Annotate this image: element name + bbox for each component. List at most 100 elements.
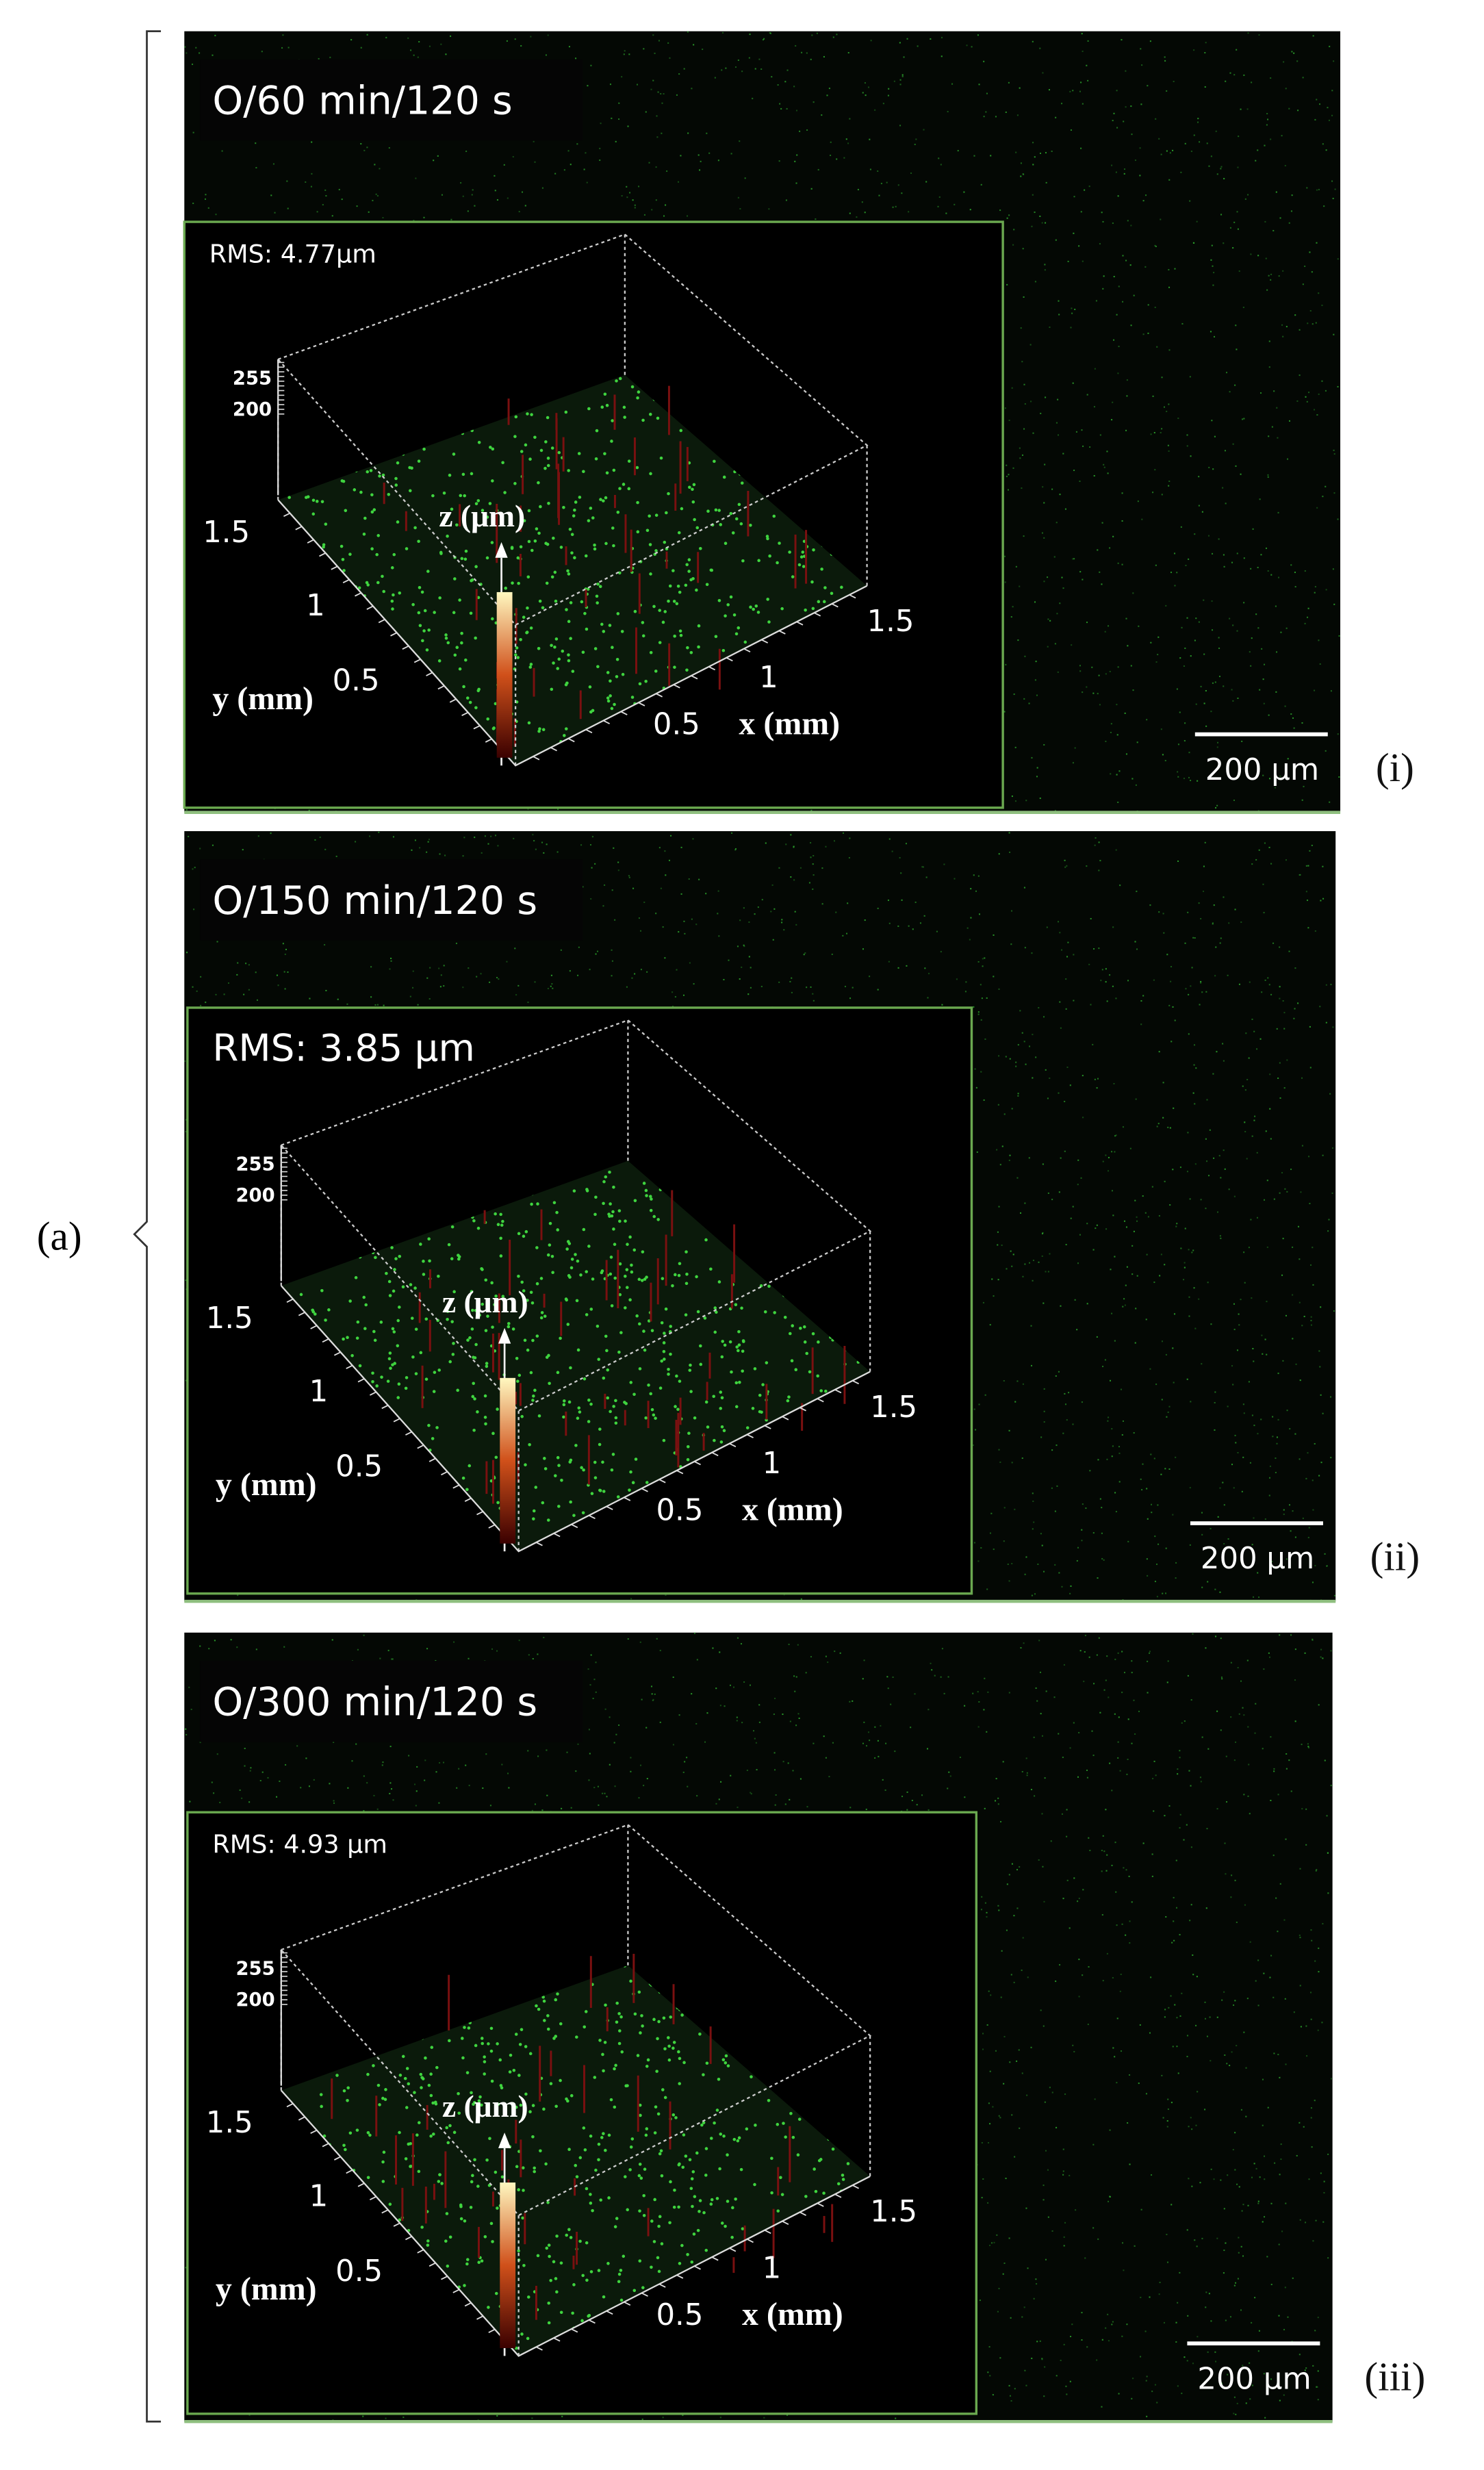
dot <box>1045 1069 1047 1071</box>
dot <box>849 212 851 214</box>
dot <box>1047 646 1049 648</box>
dot <box>1167 444 1169 446</box>
dot <box>1112 339 1115 341</box>
dot <box>1276 1436 1278 1438</box>
dot <box>973 1408 975 1410</box>
dot <box>1126 395 1128 397</box>
dot <box>1003 1507 1006 1509</box>
dot <box>1229 391 1231 393</box>
dot <box>1219 942 1221 944</box>
dot <box>1077 1184 1079 1186</box>
dot <box>455 523 459 527</box>
dot <box>1168 480 1170 483</box>
dot <box>1140 48 1142 50</box>
dot <box>1214 975 1216 977</box>
dot <box>320 500 324 504</box>
dot <box>1268 984 1270 986</box>
dot <box>418 624 422 628</box>
dot <box>717 890 719 892</box>
dot <box>1166 150 1168 152</box>
dot <box>651 209 653 211</box>
dot <box>1234 908 1236 911</box>
dot <box>192 63 194 65</box>
dot <box>1232 443 1234 445</box>
dot <box>1157 654 1159 656</box>
dot <box>387 493 391 496</box>
dot <box>1021 487 1023 489</box>
dot <box>806 986 808 989</box>
dot <box>1320 900 1322 902</box>
dot <box>1092 1532 1095 1534</box>
dot <box>1219 1235 1221 1237</box>
dot <box>603 392 607 396</box>
dot <box>470 578 474 582</box>
dot <box>437 155 439 157</box>
dot <box>547 502 550 505</box>
dot <box>1006 217 1008 219</box>
dot <box>652 34 654 36</box>
dot <box>1111 1312 1113 1314</box>
dot <box>1272 229 1275 231</box>
dot <box>882 103 884 105</box>
dot <box>698 878 700 880</box>
dot <box>1101 583 1103 585</box>
dot <box>1118 1481 1121 1483</box>
dot <box>626 986 628 988</box>
dot <box>797 563 802 567</box>
dot <box>821 114 823 116</box>
dot <box>1318 292 1320 294</box>
dot <box>702 48 704 51</box>
dot <box>541 728 546 732</box>
dot <box>1194 1327 1197 1329</box>
dot <box>431 494 435 498</box>
dot <box>1304 622 1306 624</box>
dot <box>1220 166 1223 168</box>
dot <box>1244 1089 1246 1091</box>
dot <box>595 594 599 598</box>
dot <box>1074 747 1076 749</box>
dot <box>341 199 343 201</box>
dot <box>691 88 693 90</box>
dot <box>1065 978 1067 980</box>
dot <box>1008 1160 1010 1162</box>
dot <box>1242 1456 1244 1458</box>
dot <box>1023 383 1025 385</box>
dot <box>1168 286 1170 288</box>
dot <box>757 559 760 563</box>
dot <box>363 516 367 520</box>
dot <box>1097 549 1099 551</box>
dot <box>1333 449 1335 451</box>
dot <box>192 131 194 133</box>
dot <box>1288 222 1290 224</box>
scale-bar-label: 200 μm <box>1205 753 1319 787</box>
dot <box>1188 993 1190 995</box>
dot <box>465 696 470 700</box>
dot <box>593 647 598 650</box>
dot <box>1147 1575 1149 1577</box>
dot <box>1022 173 1024 175</box>
dot <box>1267 570 1269 572</box>
dot <box>583 168 585 170</box>
dot <box>1185 988 1187 990</box>
dot <box>1145 194 1147 196</box>
dot <box>1285 88 1287 90</box>
dot <box>1161 494 1163 496</box>
dot <box>897 184 899 186</box>
dot <box>1152 395 1154 397</box>
dot <box>1169 1127 1171 1129</box>
dot <box>793 879 795 881</box>
dot <box>617 861 619 863</box>
dot <box>845 932 848 934</box>
dot <box>626 196 628 199</box>
dot <box>1210 331 1212 333</box>
dot <box>324 848 327 850</box>
dot <box>1032 1492 1034 1494</box>
dot <box>620 630 624 633</box>
dot <box>1247 32 1249 34</box>
dot <box>823 586 827 589</box>
dot <box>810 809 813 811</box>
dot <box>1149 1368 1151 1370</box>
dot <box>469 611 473 615</box>
dot <box>471 194 473 196</box>
dot <box>1008 832 1010 834</box>
